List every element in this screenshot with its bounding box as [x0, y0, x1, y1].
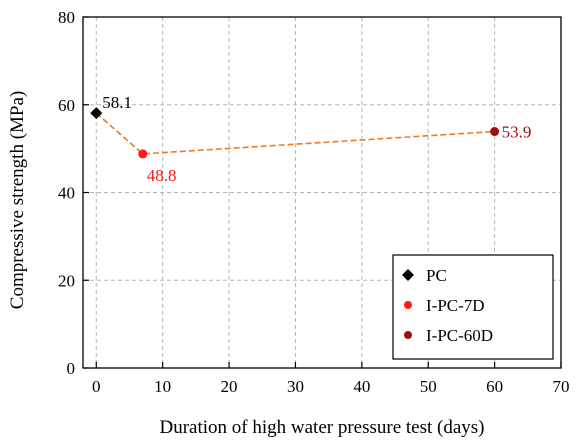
legend-marker-pc	[402, 269, 414, 281]
legend-label-i-pc-60d: I-PC-60D	[426, 326, 493, 345]
data-label-pc: 58.1	[102, 93, 132, 112]
data-label-i-pc-60d: 53.9	[502, 123, 532, 142]
x-tick-label: 30	[287, 377, 304, 396]
data-point-pc	[90, 107, 103, 120]
connector-line	[95, 112, 495, 155]
legend-marker-i-pc-60d	[404, 331, 412, 339]
x-axis-title: Duration of high water pressure test (da…	[159, 417, 484, 438]
x-tick-label: 50	[420, 377, 437, 396]
y-tick-label: 40	[58, 184, 75, 203]
x-tick-label: 40	[353, 377, 370, 396]
grid	[83, 17, 561, 368]
x-tick-label: 60	[486, 377, 503, 396]
y-tick-label: 80	[58, 8, 75, 27]
legend-box	[392, 254, 554, 360]
data-point-i-pc-7d	[138, 149, 148, 159]
connector-line-group	[95, 112, 495, 155]
x-tick-label: 0	[92, 377, 101, 396]
data-labels: 58.1 48.8 53.9	[102, 93, 531, 185]
y-tick-label: 0	[67, 359, 76, 378]
data-point-i-pc-60d	[490, 127, 500, 137]
ticks: 0 10 20 30 40 50 60 70 0 20 40 60 80	[58, 8, 570, 396]
legend-label-pc: PC	[426, 266, 447, 285]
legend-marker-i-pc-7d	[404, 301, 412, 309]
data-marks	[90, 107, 500, 159]
legend: PC I-PC-7D I-PC-60D	[392, 254, 554, 360]
data-label-i-pc-7d: 48.8	[147, 166, 177, 185]
x-tick-label: 70	[553, 377, 570, 396]
x-tick-label: 20	[221, 377, 238, 396]
y-tick-label: 20	[58, 271, 75, 290]
y-tick-label: 60	[58, 96, 75, 115]
x-tick-label: 10	[154, 377, 171, 396]
y-axis-title: Compressive strength (MPa)	[7, 91, 28, 309]
legend-label-i-pc-7d: I-PC-7D	[426, 296, 485, 315]
